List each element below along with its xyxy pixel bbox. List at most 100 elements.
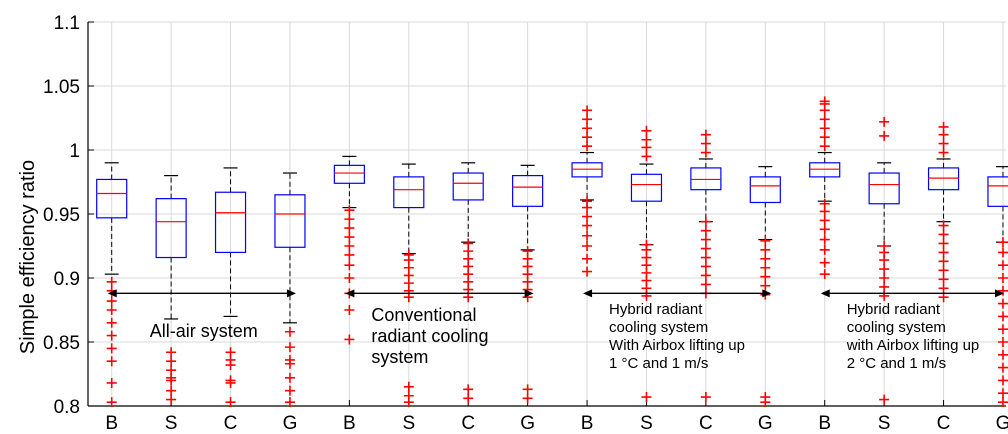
- group-label-line: cooling system: [609, 319, 708, 336]
- outlier-point: [760, 262, 771, 273]
- outlier-point: [760, 271, 771, 282]
- outlier-point: [344, 305, 355, 315]
- outlier-point: [760, 253, 771, 264]
- outlier-point: [582, 123, 593, 134]
- outlier-point: [582, 211, 593, 222]
- outlier-point: [641, 134, 652, 145]
- box: [571, 162, 603, 178]
- group-arrow-head-right: [995, 289, 1004, 298]
- outlier-point: [344, 260, 355, 271]
- group-label-line: radiant cooling: [371, 326, 488, 346]
- x-tick-label: B: [581, 413, 594, 434]
- outlier-point: [879, 394, 890, 405]
- boxes: [96, 151, 1008, 324]
- x-tick-label: S: [165, 413, 178, 434]
- y-tick-label: 0.9: [54, 269, 80, 290]
- group-label-line: 1 °C and 1 m/s: [609, 355, 708, 372]
- outlier-point: [997, 273, 1008, 283]
- outlier-point: [284, 342, 295, 353]
- outlier-point: [700, 234, 711, 245]
- y-tick-labels: 0.8 0.85 0.9 0.95 1 1.05 1.1: [43, 13, 80, 418]
- group-arrow-head-left: [583, 289, 593, 298]
- outlier-point: [641, 125, 652, 136]
- outlier-point: [225, 375, 236, 386]
- outlier-point: [700, 225, 711, 236]
- outlier-point: [997, 247, 1008, 258]
- outlier-point: [166, 385, 177, 396]
- y-tick-label: 0.85: [43, 333, 80, 354]
- outlier-point: [819, 269, 830, 280]
- outlier-point: [700, 270, 711, 281]
- group-label-line: Hybrid radiant: [847, 301, 941, 318]
- outlier-point: [582, 253, 593, 264]
- box: [155, 198, 187, 259]
- box: [868, 172, 900, 205]
- outlier-point: [938, 229, 949, 240]
- outlier-point: [938, 220, 949, 231]
- outlier-point: [106, 330, 117, 341]
- outlier-point: [106, 343, 117, 354]
- outlier-point: [879, 130, 890, 141]
- x-tick-label: S: [878, 413, 891, 434]
- outlier-point: [879, 116, 890, 127]
- group-arrow-head-left: [820, 289, 830, 298]
- x-tick-label: B: [105, 413, 118, 434]
- outlier-point: [700, 243, 711, 254]
- outlier-point: [522, 384, 533, 395]
- outlier-point: [760, 280, 771, 291]
- outlier-point: [938, 138, 949, 149]
- group-arrow-head-right: [286, 289, 296, 298]
- outlier-point: [760, 235, 771, 246]
- outlier-point: [879, 273, 890, 283]
- box: [452, 172, 484, 201]
- outlier-point: [760, 392, 771, 403]
- outlier-point: [225, 347, 236, 358]
- group-arrow-head-right: [762, 289, 772, 298]
- x-tick-label: B: [343, 413, 356, 434]
- outlier-point: [700, 216, 711, 227]
- box: [987, 176, 1008, 207]
- x-tick-label: G: [520, 413, 535, 434]
- group-label-line: with Airbox lifting up: [846, 337, 980, 354]
- outlier-point: [879, 281, 890, 292]
- outlier-point: [997, 349, 1008, 360]
- outlier-point: [938, 247, 949, 258]
- outlier-point: [166, 347, 177, 358]
- outlier-point: [106, 296, 117, 307]
- group-label-line: Hybrid radiant: [609, 301, 703, 318]
- outlier-point: [760, 244, 771, 255]
- outlier-point: [582, 141, 593, 152]
- outlier-point: [938, 121, 949, 132]
- x-tick-label: S: [640, 413, 653, 434]
- box: [749, 176, 781, 204]
- outlier-point: [819, 224, 830, 235]
- outlier-point: [997, 388, 1008, 399]
- x-tick-label: S: [402, 413, 415, 434]
- outlier-point: [582, 196, 593, 207]
- y-tick-label: 0.8: [54, 397, 80, 418]
- outlier-point: [700, 261, 711, 272]
- outlier-point: [997, 285, 1008, 296]
- outlier-point: [997, 298, 1008, 309]
- box: [214, 191, 247, 254]
- outlier-point: [819, 141, 830, 152]
- outlier-point: [106, 305, 117, 315]
- outlier-point: [284, 385, 295, 396]
- group-label-line: With Airbox lifting up: [609, 337, 745, 354]
- box: [274, 194, 306, 248]
- group-label-line: 2 °C and 1 m/s: [847, 355, 946, 372]
- outlier-point: [700, 138, 711, 149]
- x-tick-label: C: [224, 413, 238, 434]
- outlier-point: [938, 238, 949, 249]
- x-tick-label: B: [818, 413, 831, 434]
- x-tick-label: C: [699, 413, 713, 434]
- outlier-point: [284, 372, 295, 383]
- outlier-point: [819, 244, 830, 255]
- outlier-point: [997, 337, 1008, 347]
- outlier-point: [997, 397, 1008, 408]
- outlier-point: [403, 390, 414, 401]
- outlier-point: [403, 249, 414, 260]
- outlier-point: [344, 214, 355, 225]
- box: [96, 178, 128, 219]
- outlier-point: [463, 238, 474, 249]
